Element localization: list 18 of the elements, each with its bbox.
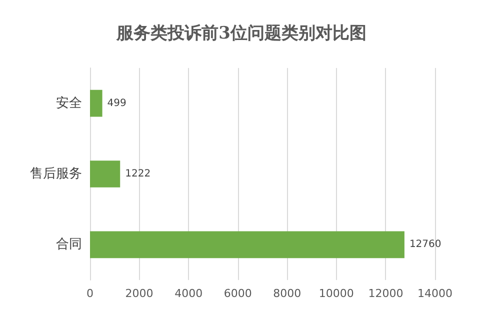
y-tick-label: 合同 bbox=[56, 237, 82, 252]
data-label: 499 bbox=[107, 98, 126, 109]
x-tick-label: 10000 bbox=[318, 287, 354, 300]
x-tick-label: 6000 bbox=[224, 287, 252, 300]
bar bbox=[90, 231, 404, 258]
x-tick-label: 4000 bbox=[174, 287, 203, 300]
x-tick-label: 8000 bbox=[273, 287, 302, 300]
bar bbox=[90, 90, 102, 117]
chart-title: 服务类投诉前3位问题类别对比图 bbox=[116, 24, 366, 44]
data-label: 1222 bbox=[125, 168, 151, 180]
data-label: 12760 bbox=[409, 239, 442, 250]
x-tick-label: 14000 bbox=[418, 287, 452, 300]
y-tick-label: 安全 bbox=[56, 94, 82, 111]
x-tick-label: 12000 bbox=[368, 287, 404, 300]
bar bbox=[90, 160, 120, 188]
x-tick-label: 2000 bbox=[125, 287, 154, 300]
y-tick-label: 售后服务 bbox=[30, 166, 82, 182]
x-tick-label: 0 bbox=[86, 287, 94, 300]
